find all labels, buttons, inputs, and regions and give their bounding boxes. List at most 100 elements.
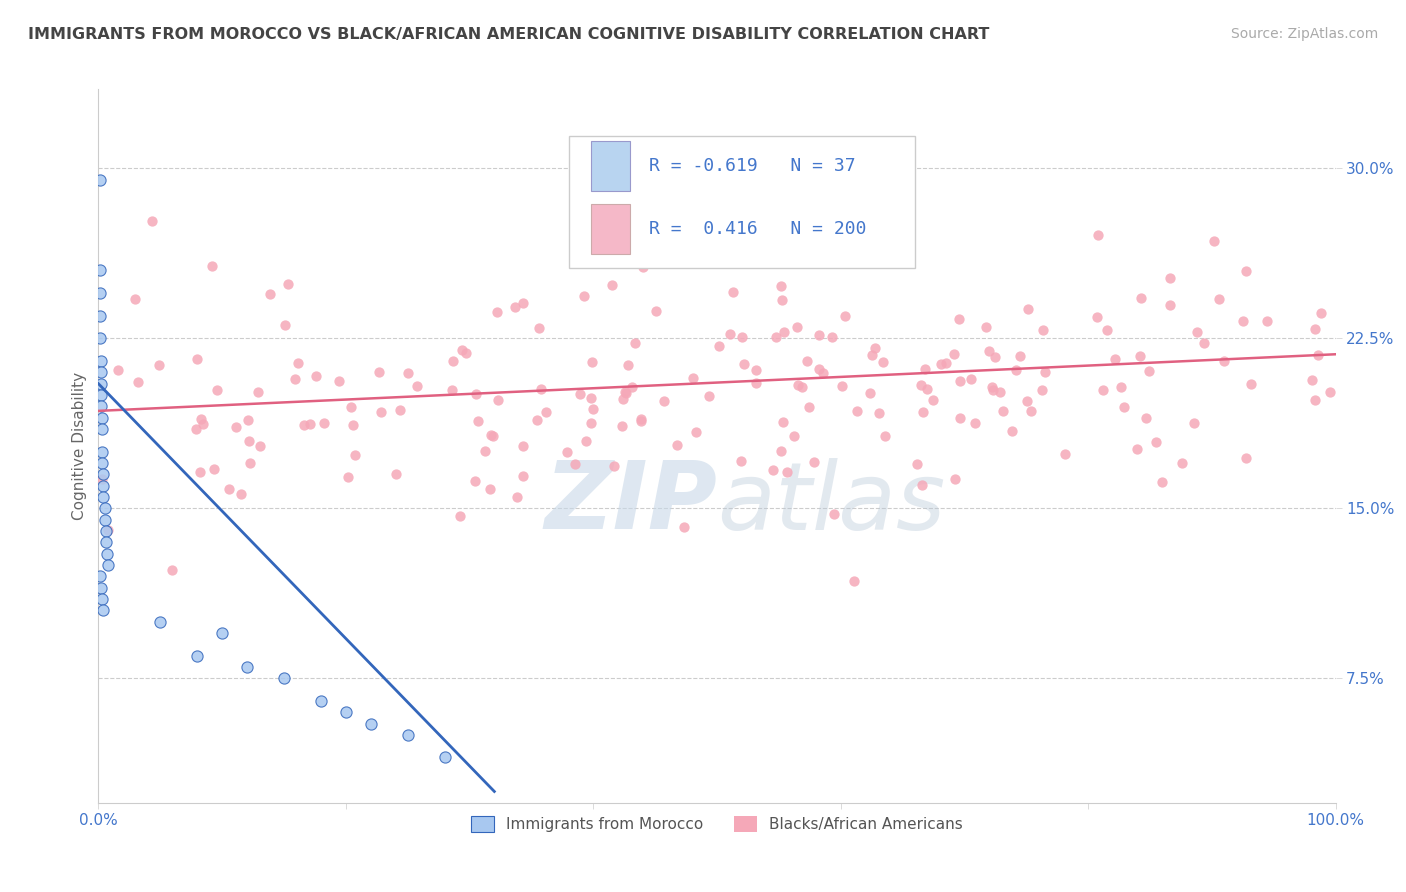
Point xyxy=(89,263,111,277)
Point xyxy=(512,468,534,483)
Point xyxy=(246,385,269,400)
Point xyxy=(1135,411,1157,425)
Point xyxy=(773,326,796,340)
Point xyxy=(630,412,652,426)
Point xyxy=(284,372,307,386)
Point xyxy=(977,343,1000,358)
Point xyxy=(624,335,647,350)
Point xyxy=(557,445,579,459)
Point xyxy=(277,277,299,291)
Point xyxy=(1208,292,1230,306)
Point xyxy=(786,320,808,334)
Point xyxy=(141,213,163,227)
Point xyxy=(949,411,972,425)
Point xyxy=(479,428,502,442)
Point xyxy=(1319,384,1341,399)
Point xyxy=(1017,301,1039,316)
Point xyxy=(454,346,477,360)
Point xyxy=(97,523,120,537)
Point xyxy=(534,405,557,419)
Point xyxy=(239,456,262,470)
Point xyxy=(614,385,637,400)
Point xyxy=(1091,383,1114,397)
Point xyxy=(360,716,382,731)
Text: atlas: atlas xyxy=(717,458,945,549)
Point xyxy=(467,414,489,428)
Point xyxy=(304,369,326,384)
Point xyxy=(93,478,115,492)
Point xyxy=(205,383,228,397)
Point xyxy=(796,353,818,368)
Point xyxy=(617,358,640,372)
Point xyxy=(910,477,932,491)
Point xyxy=(236,660,259,674)
Point xyxy=(1305,322,1327,336)
Point xyxy=(441,383,464,397)
Point xyxy=(1310,305,1333,319)
Point xyxy=(1213,354,1236,368)
Point xyxy=(1008,349,1031,363)
Text: ZIP: ZIP xyxy=(544,457,717,549)
Point xyxy=(792,380,814,394)
Point xyxy=(328,375,350,389)
Point xyxy=(512,296,534,310)
Text: IMMIGRANTS FROM MOROCCO VS BLACK/AFRICAN AMERICAN COGNITIVE DISABILITY CORRELATI: IMMIGRANTS FROM MOROCCO VS BLACK/AFRICAN… xyxy=(28,27,990,42)
Point xyxy=(1053,447,1076,461)
Point xyxy=(89,569,111,583)
Point xyxy=(915,382,938,396)
Point xyxy=(90,581,112,595)
Point xyxy=(772,415,794,429)
Point xyxy=(370,405,392,419)
Point xyxy=(93,513,115,527)
Point xyxy=(1159,298,1181,312)
Point xyxy=(685,425,707,439)
Point xyxy=(1234,450,1257,465)
Point xyxy=(614,385,637,400)
Point xyxy=(1303,392,1326,407)
Point xyxy=(612,392,634,406)
Point xyxy=(860,348,883,362)
Point xyxy=(335,705,357,719)
Point xyxy=(506,490,529,504)
Point xyxy=(225,419,247,434)
Point xyxy=(433,750,456,764)
Point xyxy=(238,434,260,449)
Point xyxy=(505,300,527,314)
Point xyxy=(984,351,1007,365)
Point xyxy=(769,279,792,293)
Point xyxy=(148,358,170,372)
Point xyxy=(1159,271,1181,285)
Point xyxy=(948,311,970,326)
Point xyxy=(581,354,603,368)
Point xyxy=(89,331,111,345)
Point xyxy=(96,547,118,561)
Point xyxy=(959,372,981,386)
Point xyxy=(193,417,215,431)
Point xyxy=(1085,310,1108,324)
Text: R =  0.416   N = 200: R = 0.416 N = 200 xyxy=(650,220,866,238)
Point xyxy=(564,457,586,471)
Point xyxy=(831,379,853,393)
Point xyxy=(1185,325,1208,339)
Point xyxy=(124,292,146,306)
Point xyxy=(949,374,972,388)
Point xyxy=(765,329,787,343)
Point xyxy=(309,694,332,708)
Point xyxy=(91,444,114,458)
Point xyxy=(823,507,845,521)
Point xyxy=(162,563,184,577)
Point xyxy=(943,472,966,486)
Point xyxy=(93,490,115,504)
Point xyxy=(236,412,259,426)
Point xyxy=(783,429,806,443)
Point xyxy=(943,346,966,360)
Point xyxy=(91,591,114,606)
Point xyxy=(813,367,835,381)
Point xyxy=(1256,313,1278,327)
Point xyxy=(579,392,602,406)
Y-axis label: Cognitive Disability: Cognitive Disability xyxy=(72,372,87,520)
Point xyxy=(630,414,652,428)
Point xyxy=(441,354,464,368)
Point xyxy=(807,328,830,343)
Point xyxy=(1000,424,1022,438)
